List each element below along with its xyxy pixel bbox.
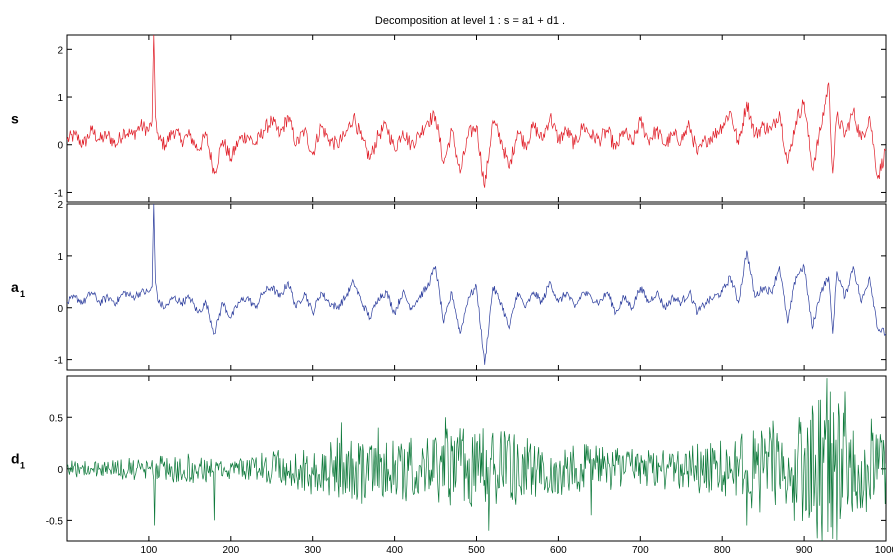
xtick-label-4: 500	[468, 545, 485, 556]
ylabel-a1: a	[11, 279, 19, 295]
xtick-label-9: 1000	[875, 545, 893, 556]
xtick-label-1: 200	[222, 545, 239, 556]
xtick-label-7: 800	[714, 545, 731, 556]
xtick-label-8: 900	[796, 545, 813, 556]
ytick-label-a1-0: 2	[57, 200, 63, 211]
panel-a1: 210-1a 1	[11, 200, 887, 371]
ytick-label-a1-1: 1	[57, 252, 63, 263]
ytick-label-d1-2: -0.5	[46, 516, 64, 527]
ytick-label-d1-0: 0.5	[49, 413, 63, 424]
xtick-label-5: 600	[550, 545, 567, 556]
ytick-label-a1-3: -1	[54, 356, 63, 367]
ylabel-d1: d	[11, 451, 20, 467]
panel-d1: 0.5 0 -0.5 100 200 300 400 500 600 700 800 900 1000 d…	[11, 375, 893, 556]
xtick-label-3: 400	[386, 545, 403, 556]
series-line-a1	[67, 204, 886, 365]
xtick-label-2: 300	[304, 545, 321, 556]
ytick-label-d1-1: 0	[57, 465, 63, 476]
axes-frame-s	[66, 34, 887, 203]
ytick-label-s-3: -1	[54, 188, 63, 199]
ytick-label-s-0: 2	[57, 45, 63, 56]
xtick-label-6: 700	[632, 545, 649, 556]
ytick-label-s-2: 0	[57, 141, 63, 152]
xtick-label-0: 100	[141, 545, 158, 556]
ytick-label-a1-2: 0	[57, 304, 63, 315]
series-line-s	[67, 35, 886, 188]
chart-title: Decomposition at level 1 : s = a1 + d1 .	[375, 15, 565, 27]
ylabel-sub-a1: 1	[20, 289, 25, 299]
ylabel-sub-d1: 1	[20, 461, 25, 471]
ylabel-s: s	[11, 111, 19, 127]
ytick-label-s-1: 1	[57, 93, 63, 104]
panel-s: 2 1 0 -1 s	[11, 34, 887, 203]
series-line-d1	[67, 378, 886, 541]
